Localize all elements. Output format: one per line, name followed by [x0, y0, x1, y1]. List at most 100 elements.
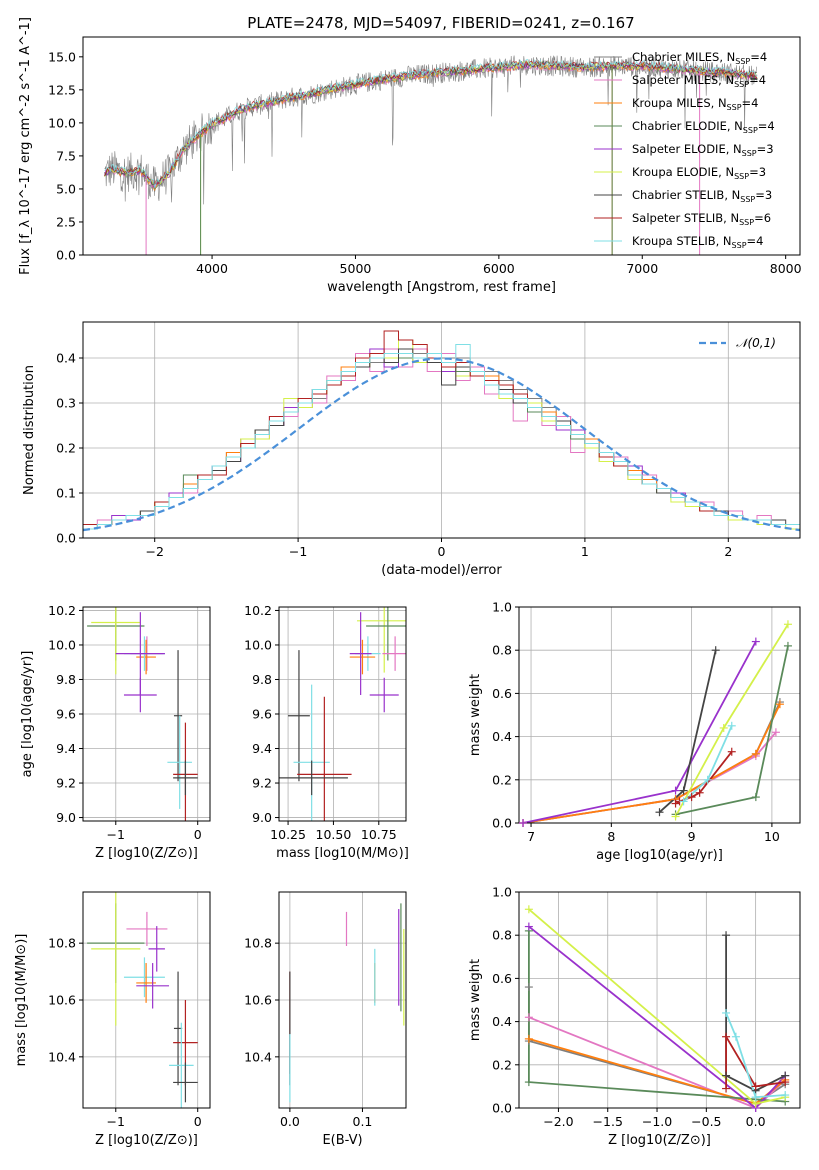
legend-label: Kroupa STELIB, NSSP=4	[632, 234, 763, 250]
plot-area	[289, 903, 405, 1103]
legend-count: =4	[742, 96, 759, 110]
y-axis-label: age [log10(age/yr)]	[20, 651, 35, 778]
residual-histogram	[83, 344, 800, 538]
x-axis-label: mass [log10(M/M⊙)]	[276, 846, 409, 861]
y-tick-label: 9.4	[56, 741, 76, 756]
legend-label: Chabrier ELODIE, NSSP=4	[632, 119, 775, 135]
mass-weight-line	[522, 703, 781, 823]
mass-weight-line	[725, 1033, 786, 1089]
x-axis-label: E(B-V)	[322, 1133, 362, 1148]
y-tick-label: 0.2	[492, 772, 512, 787]
legend-subscript: SSP	[727, 103, 742, 112]
y-tick-label: 10.8	[48, 936, 76, 951]
y-tick-label: 10.2	[244, 603, 272, 618]
x-axis-label: Z [log10(Z/Z⊙)]	[95, 846, 198, 861]
y-tick-label: 2.5	[56, 214, 76, 229]
y-tick-label: 10.0	[244, 637, 272, 652]
y-tick-label: 10.4	[244, 1049, 272, 1064]
x-axis-label: age [log10(age/yr)]	[596, 848, 723, 863]
y-tick-label: 0.6	[492, 971, 512, 986]
y-tick-label: 0.2	[56, 441, 76, 456]
x-tick-label: 2	[724, 544, 732, 559]
y-axis-label: Normed distribution	[22, 365, 37, 495]
y-tick-label: 10.2	[48, 603, 76, 618]
mass-weight-line	[725, 1012, 786, 1099]
x-tick-label: 7	[527, 829, 535, 844]
legend-label: Chabrier MILES, NSSP=4	[632, 50, 767, 66]
legend-count: =3	[757, 142, 774, 156]
plot-area	[279, 607, 406, 821]
y-tick-label: 9.2	[252, 776, 272, 791]
legend-subscript: SSP	[734, 80, 749, 89]
legend-count: =3	[749, 165, 766, 179]
age_vs_mass-panel: 10.25 10.50 10.75 9.0 9.2 9.4 9.6 9.8 10.0 10.2 ma…	[244, 603, 409, 861]
y-tick-label: 9.0	[56, 810, 76, 825]
y-tick-label: 0.8	[492, 928, 512, 943]
y-tick-label: 9.0	[252, 810, 272, 825]
plot-area	[104, 55, 758, 255]
x-tick-label: −1	[289, 544, 307, 559]
y-tick-label: 0.0	[56, 248, 76, 263]
weight_vs_Z-panel: −2.0 −1.5 −1.0 −0.5 0.0 0.0 0.2 0.4 0.6 0.8 1.0 Z […	[468, 885, 801, 1148]
y-tick-label: 10.6	[244, 993, 272, 1008]
y-tick-label: 7.5	[56, 148, 76, 163]
x-tick-label: −1	[107, 827, 125, 842]
legend-label: Salpeter ELODIE, NSSP=3	[632, 142, 774, 158]
figure-title: PLATE=2478, MJD=54097, FIBERID=0241, z=0…	[247, 14, 634, 32]
y-tick-label: 0.8	[492, 643, 512, 658]
x-tick-label: 0	[194, 827, 202, 842]
x-tick-label: 6000	[483, 261, 515, 276]
legend-label: 𝒩(0,1)	[736, 336, 776, 350]
y-tick-label: 0.4	[56, 351, 76, 366]
y-tick-label: 15.0	[48, 49, 76, 64]
y-tick-label: 0.0	[492, 1101, 512, 1116]
x-tick-label: 4000	[196, 261, 228, 276]
axes-frame	[518, 606, 801, 824]
plot-area	[83, 330, 800, 538]
normal-curve	[83, 357, 800, 532]
y-tick-label: 1.0	[492, 600, 512, 615]
x-tick-label: 10.50	[316, 827, 352, 842]
y-tick-label: 0.0	[56, 531, 76, 546]
legend-count: =4	[749, 73, 766, 87]
x-tick-label: 0.1	[353, 1114, 373, 1129]
x-tick-label: 10.75	[361, 827, 397, 842]
legend-count: =3	[755, 188, 772, 202]
x-tick-label: −1	[107, 1114, 125, 1129]
mass-weight-line	[528, 925, 786, 1108]
mass_vs_Z-panel: −1 0 10.4 10.6 10.8 Z [log10(Z/Z⊙)] mass [log1…	[14, 891, 211, 1148]
legend-subscript: SSP	[739, 218, 754, 227]
y-axis-label: mass [log10(M/M⊙)]	[14, 934, 29, 1067]
legend-label: Chabrier STELIB, NSSP=3	[632, 188, 772, 204]
y-tick-label: 10.0	[48, 637, 76, 652]
y-tick-label: 9.8	[56, 672, 76, 687]
legend-count: =6	[754, 211, 771, 225]
x-tick-label: 0.0	[280, 1114, 300, 1129]
x-tick-label: −0.5	[691, 1114, 721, 1129]
x-tick-label: 1	[581, 544, 589, 559]
x-tick-label: 0.0	[746, 1114, 766, 1129]
legend-subscript: SSP	[734, 172, 749, 181]
x-axis-label: wavelength [Angstrom, rest frame]	[327, 280, 556, 295]
y-axis-label: Flux [f_λ 10^-17 erg cm^-2 s^-1 A^-1]	[18, 17, 33, 275]
x-tick-label: 9	[688, 829, 696, 844]
weight_vs_age-panel: 7 8 9 10 0.0 0.2 0.4 0.6 0.8 1.0 age [log10(age/yr…	[468, 600, 801, 863]
y-tick-label: 0.0	[492, 816, 512, 831]
observed-spectrum	[104, 55, 757, 205]
x-axis-label: Z [log10(Z/Z⊙)]	[95, 1133, 198, 1148]
plot-area	[87, 607, 198, 821]
y-tick-label: 12.5	[48, 82, 76, 97]
y-tick-label: 10.6	[48, 993, 76, 1008]
x-tick-label: 8000	[770, 261, 802, 276]
x-axis-label: (data-model)/error	[381, 563, 502, 578]
y-tick-label: 9.4	[252, 741, 272, 756]
x-tick-label: 0	[438, 544, 446, 559]
legend-label: Salpeter STELIB, NSSP=6	[632, 211, 771, 227]
y-tick-label: 0.4	[492, 1014, 512, 1029]
mass-weight-line	[725, 935, 786, 1092]
y-axis-label: mass weight	[468, 674, 483, 756]
spectrum-legend: Chabrier MILES, NSSP=4 Salpeter MILES, NS…	[594, 50, 775, 250]
legend-subscript: SSP	[740, 195, 755, 204]
legend-label: Salpeter MILES, NSSP=4	[632, 73, 766, 89]
